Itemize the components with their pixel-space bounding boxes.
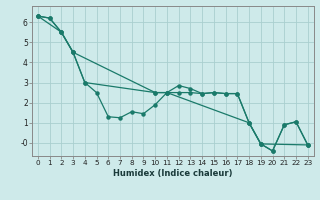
X-axis label: Humidex (Indice chaleur): Humidex (Indice chaleur) xyxy=(113,169,233,178)
